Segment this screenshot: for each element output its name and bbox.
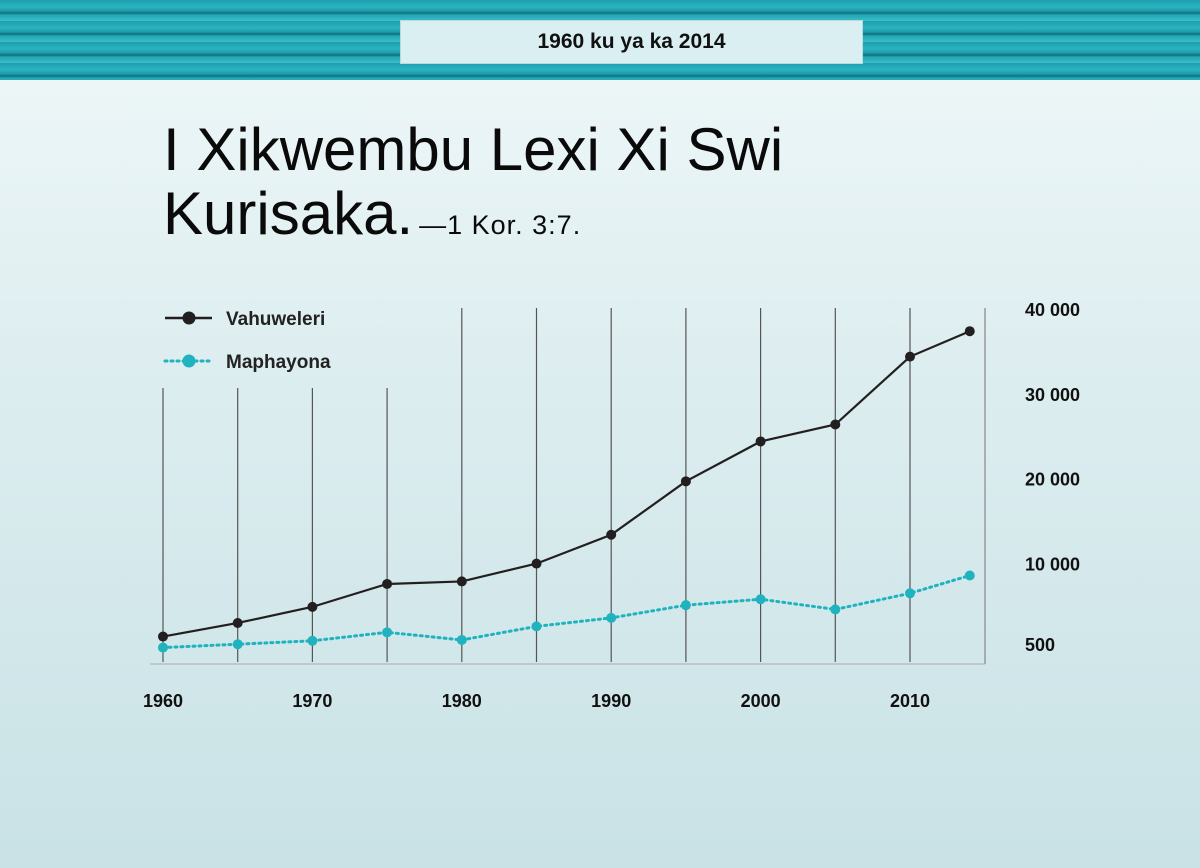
data-point (755, 594, 766, 605)
data-point (905, 588, 915, 599)
data-point (158, 631, 168, 642)
banner-label: 1960 ku ya ka 2014 (400, 20, 863, 64)
title-text: I Xikwembu Lexi Xi Swi Kurisaka. (163, 116, 784, 247)
data-point (755, 436, 766, 447)
chart-legend: Vahuweleri Maphayona (163, 309, 331, 373)
data-point (158, 642, 168, 653)
legend-marker (182, 354, 196, 368)
y-tick-label: 40 000 (1025, 300, 1080, 320)
data-point (606, 529, 617, 540)
data-point (680, 476, 691, 487)
y-tick-label: 500 (1025, 635, 1055, 655)
legend-marker (182, 311, 196, 325)
chart-grid (162, 308, 911, 662)
series-line-vahuweleri (162, 330, 971, 638)
data-point (307, 601, 318, 612)
series-line-maphayona (161, 573, 972, 650)
x-tick-label: 1970 (292, 691, 332, 711)
data-point (382, 578, 393, 589)
legend-label: Vahuweleri (226, 309, 325, 330)
data-point (232, 639, 243, 650)
chart-series (158, 326, 975, 653)
data-point (830, 604, 841, 615)
legend-label: Maphayona (226, 352, 331, 373)
data-point (606, 612, 617, 623)
x-tick-label: 1960 (143, 691, 183, 711)
y-tick-label: 10 000 (1025, 554, 1080, 574)
data-point (232, 617, 243, 628)
data-point (531, 558, 542, 569)
data-point (964, 570, 975, 581)
scripture-reference: —1 Kor. 3:7. (419, 210, 582, 240)
y-tick-label: 20 000 (1025, 470, 1080, 490)
data-point (964, 326, 975, 337)
x-tick-label: 2010 (890, 691, 930, 711)
x-tick-label: 2000 (741, 691, 781, 711)
page-title: I Xikwembu Lexi Xi Swi Kurisaka. —1 Kor. … (163, 118, 983, 257)
x-tick-label: 1980 (442, 691, 482, 711)
y-tick-label: 30 000 (1025, 385, 1080, 405)
chart-axes: 1960 1970 1980 1990 2000 2010 500 10 000 20 000 3… (143, 300, 1080, 711)
data-point (456, 576, 467, 587)
data-point (531, 621, 542, 632)
data-point (830, 419, 841, 430)
x-tick-label: 1990 (591, 691, 631, 711)
data-point (905, 351, 915, 362)
data-point (680, 600, 691, 611)
data-point (307, 635, 318, 646)
data-point (456, 634, 467, 645)
data-point (382, 627, 393, 638)
